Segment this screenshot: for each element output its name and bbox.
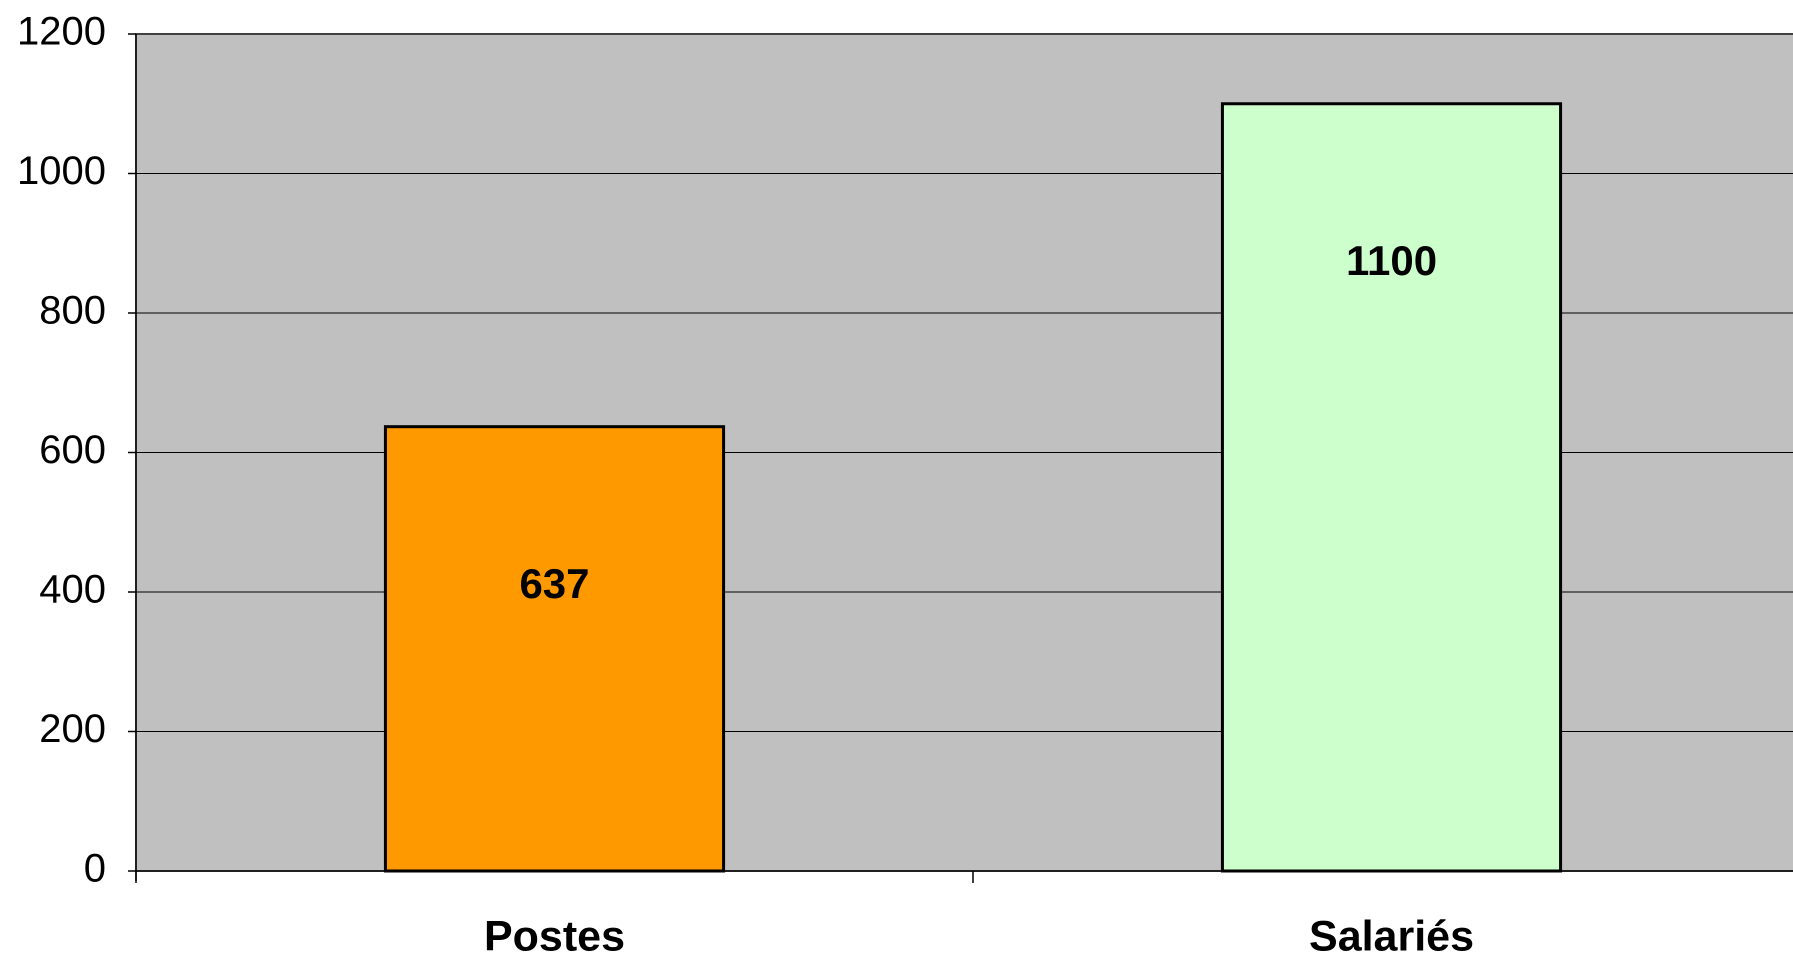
bar	[1220, 102, 1563, 873]
y-tick-label: 1200	[17, 10, 106, 54]
y-tick-label: 600	[39, 428, 106, 472]
y-tick-label: 200	[39, 707, 106, 751]
bar	[383, 425, 726, 873]
y-tick-label: 0	[84, 847, 106, 891]
x-tick-label: Salariés	[1309, 912, 1474, 960]
y-tick-label: 400	[39, 568, 106, 612]
y-tick-label: 800	[39, 289, 106, 333]
value-label: 637	[519, 560, 589, 607]
value-label: 1100	[1346, 237, 1437, 284]
y-tick-label: 1000	[17, 149, 106, 193]
x-tick-label: Postes	[484, 912, 625, 960]
